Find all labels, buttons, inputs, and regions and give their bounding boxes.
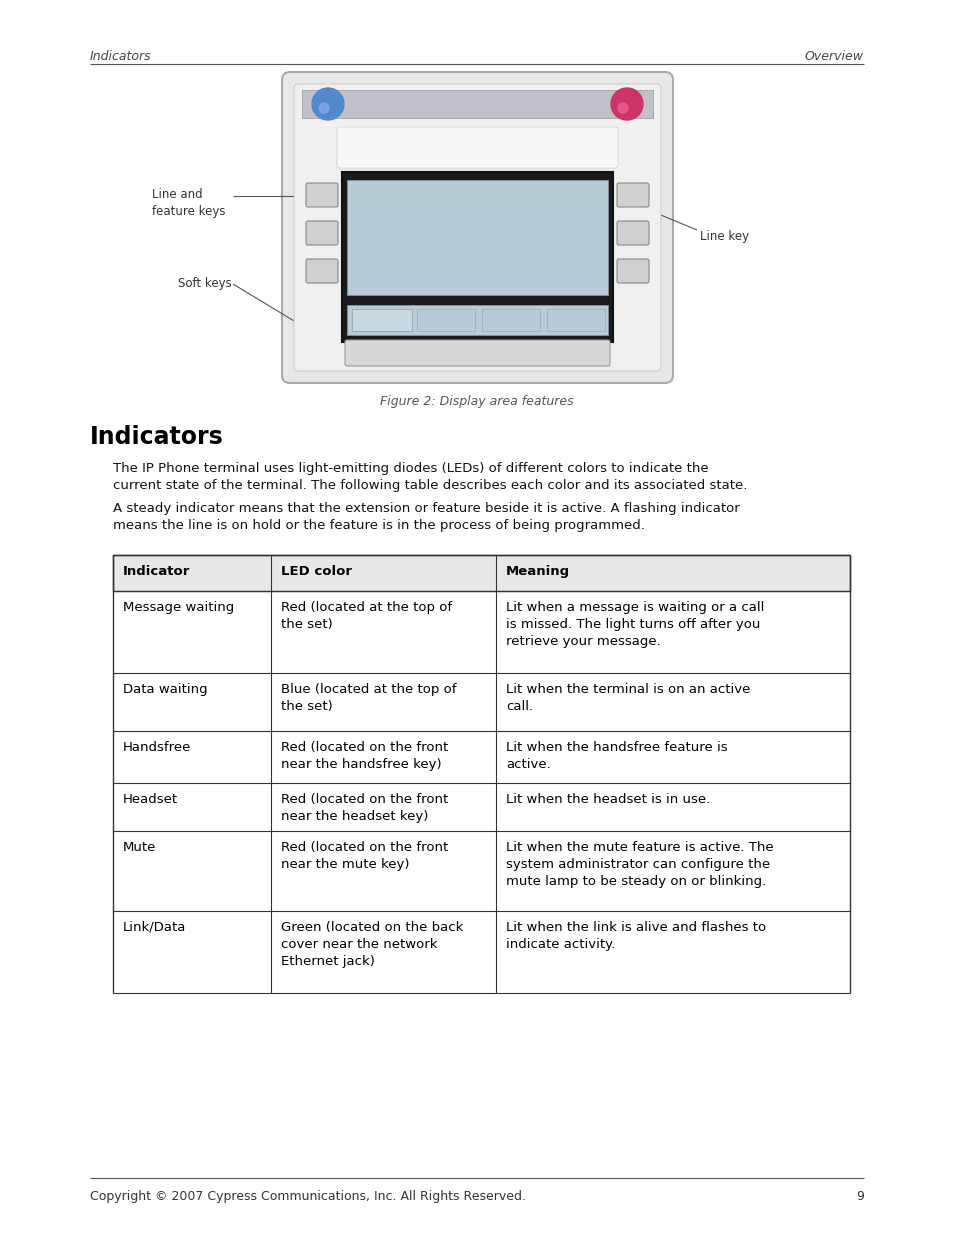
Text: Lit when a message is waiting or a call
is missed. The light turns off after you: Lit when a message is waiting or a call …	[505, 601, 763, 648]
Bar	[352, 309, 412, 331]
Bar	[302, 90, 652, 119]
Bar	[112, 555, 849, 592]
Text: Link/Data: Link/Data	[123, 921, 186, 934]
Text: LED color: LED color	[281, 564, 352, 578]
Bar	[416, 309, 475, 331]
Text: The IP Phone terminal uses light-emitting diodes (LEDs) of different colors to i: The IP Phone terminal uses light-emittin…	[112, 462, 746, 492]
Text: 9: 9	[855, 1191, 863, 1203]
Text: A steady indicator means that the extension or feature beside it is active. A fl: A steady indicator means that the extens…	[112, 501, 739, 532]
FancyBboxPatch shape	[306, 259, 337, 283]
Text: 08/29    8:00am: 08/29 8:00am	[430, 266, 523, 278]
Bar	[347, 305, 607, 335]
Bar	[481, 309, 539, 331]
Text: Headset: Headset	[123, 793, 178, 806]
Text: AutoDial: AutoDial	[517, 188, 567, 201]
Text: Copyright © 2007 Cypress Communications, Inc. All Rights Reserved.: Copyright © 2007 Cypress Communications,…	[90, 1191, 525, 1203]
FancyBboxPatch shape	[617, 259, 648, 283]
Text: Overview: Overview	[804, 49, 863, 63]
Bar	[341, 172, 613, 342]
FancyBboxPatch shape	[282, 72, 672, 383]
Text: Menu: Menu	[366, 312, 397, 322]
Text: Blue (located at the top of
the set): Blue (located at the top of the set)	[281, 683, 456, 713]
Text: Soft keys: Soft keys	[178, 277, 232, 290]
FancyBboxPatch shape	[617, 221, 648, 245]
Text: Line and
feature keys: Line and feature keys	[152, 188, 225, 219]
Bar	[546, 309, 604, 331]
Circle shape	[610, 88, 642, 120]
Text: Lit when the headset is in use.: Lit when the headset is in use.	[505, 793, 709, 806]
Text: Lit when the terminal is on an active
call.: Lit when the terminal is on an active ca…	[505, 683, 750, 713]
Text: Red (located at the top of
the set): Red (located at the top of the set)	[281, 601, 452, 631]
FancyBboxPatch shape	[345, 340, 609, 366]
Circle shape	[318, 103, 329, 112]
Text: Indicator: Indicator	[123, 564, 191, 578]
Text: Red (located on the front
near the mute key): Red (located on the front near the mute …	[281, 841, 448, 871]
Text: Handsfree: Handsfree	[123, 741, 192, 755]
Circle shape	[312, 88, 344, 120]
FancyBboxPatch shape	[617, 183, 648, 207]
Text: NORTEL: NORTEL	[436, 130, 517, 148]
Circle shape	[618, 103, 627, 112]
Text: 2333  ☎: 2333 ☎	[520, 226, 573, 240]
FancyBboxPatch shape	[306, 183, 337, 207]
Text: Meaning: Meaning	[505, 564, 570, 578]
FancyBboxPatch shape	[336, 127, 618, 168]
Text: AutoDial: AutoDial	[386, 226, 436, 240]
Text: Message waiting: Message waiting	[123, 601, 234, 614]
Text: Lit when the link is alive and flashes to
indicate activity.: Lit when the link is alive and flashes t…	[505, 921, 765, 951]
Text: Red (located on the front
near the handsfree key): Red (located on the front near the hands…	[281, 741, 448, 771]
Text: Figure 2: Display area features: Figure 2: Display area features	[380, 395, 573, 408]
Text: Lit when the handsfree feature is
active.: Lit when the handsfree feature is active…	[505, 741, 727, 771]
FancyBboxPatch shape	[294, 84, 660, 370]
Text: Mute: Mute	[123, 841, 156, 853]
Text: Data waiting: Data waiting	[123, 683, 208, 697]
Text: Red (located on the front
near the headset key): Red (located on the front near the heads…	[281, 793, 448, 823]
Text: Line key: Line key	[700, 230, 748, 243]
Text: AutoDial: AutoDial	[386, 188, 436, 201]
Bar	[347, 180, 607, 295]
Text: Indicators: Indicators	[90, 425, 224, 450]
Text: Indicators: Indicators	[90, 49, 152, 63]
Text: Lit when the mute feature is active. The
system administrator can configure the
: Lit when the mute feature is active. The…	[505, 841, 773, 888]
Text: Green (located on the back
cover near the network
Ethernet jack): Green (located on the back cover near th…	[281, 921, 463, 968]
FancyBboxPatch shape	[306, 221, 337, 245]
